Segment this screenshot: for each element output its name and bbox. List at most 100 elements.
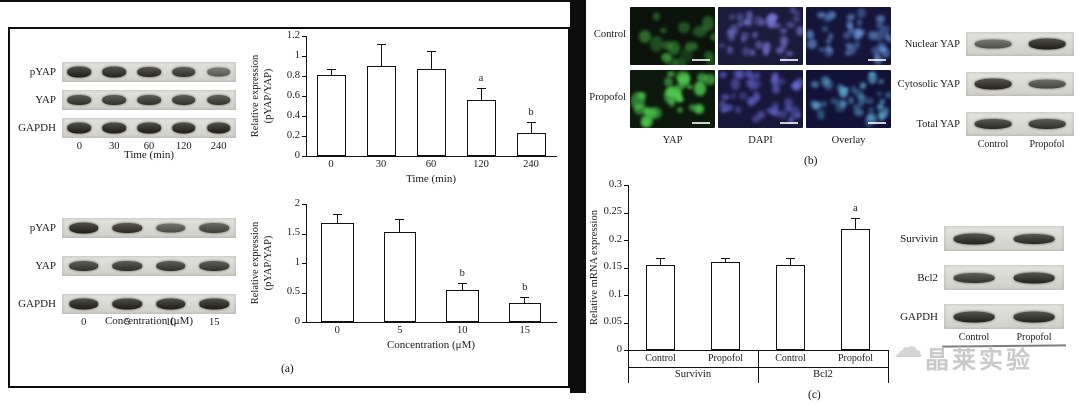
cell (827, 47, 834, 54)
cell (685, 41, 698, 51)
cell (704, 50, 714, 60)
blot-row: Cytosolic YAP (896, 72, 1074, 96)
cell (837, 84, 845, 93)
y-tick (302, 156, 306, 157)
chart-mrna-expression: 0 0.05 0.1 0.15 0.2 0.25 0.3 Control Propofol Con… (586, 173, 896, 405)
fluor-row-label: Control (593, 29, 626, 40)
blot-strip (944, 304, 1064, 329)
y-tick-label: 0.1 (608, 288, 622, 300)
x-axis (306, 322, 557, 323)
blot-row: pYAP (14, 218, 236, 238)
bar (516, 133, 546, 156)
y-axis (628, 185, 629, 350)
error-bar (380, 44, 382, 66)
y-tick (624, 350, 628, 351)
blot-x-axis-label: Concentration (μM) (104, 315, 194, 327)
cell (856, 19, 863, 27)
cell (773, 13, 779, 20)
blot-band (953, 233, 995, 244)
x-tick-label: Control (645, 353, 676, 364)
cell (752, 92, 761, 102)
cell (874, 30, 884, 41)
y-tick (624, 240, 628, 241)
cell (744, 70, 753, 78)
lane-label: Propofol (1029, 139, 1065, 150)
y-tick-label: 0 (616, 343, 622, 355)
error-bar (480, 88, 482, 100)
blot-band (1013, 272, 1055, 283)
error-cap (786, 258, 795, 260)
cell (806, 39, 817, 49)
cell (741, 31, 749, 40)
error-cap (721, 257, 730, 259)
fluor-col-label: YAP (662, 135, 683, 146)
fluor-image-overlay-control (806, 7, 891, 65)
blot-lane-row: Control Propofol (896, 136, 1074, 150)
cell (846, 19, 853, 28)
cell (742, 18, 752, 26)
blot-band (112, 223, 143, 233)
cell (847, 27, 854, 34)
cell (821, 25, 829, 32)
blot-band (974, 78, 1012, 90)
cell (737, 21, 744, 28)
cell (870, 46, 879, 55)
blot-band (974, 39, 1012, 49)
cell (665, 56, 678, 65)
cell (759, 19, 766, 27)
cell (756, 111, 766, 119)
cell (876, 102, 884, 111)
bar (776, 264, 805, 350)
significance-letter: b (528, 107, 534, 118)
cell (754, 41, 764, 49)
blot-row-label: Total YAP (916, 118, 960, 130)
error-bar (399, 218, 401, 233)
blot-band (137, 122, 161, 134)
cell (787, 117, 794, 123)
cell (666, 71, 675, 78)
cell (751, 115, 761, 124)
bar (646, 264, 675, 350)
blot-band (1028, 38, 1066, 50)
blot-row-label: GAPDH (18, 122, 56, 134)
cell (762, 48, 770, 56)
fluor-row-label: Propofol (589, 92, 626, 103)
blot-row: YAP (14, 256, 236, 276)
cell (633, 104, 647, 115)
lane-label: 240 (210, 141, 227, 152)
y-axis-label: Relative expression (pYAP/YAP) (250, 54, 274, 138)
cell (746, 96, 756, 107)
y-tick-label: 1 (294, 256, 300, 268)
blot-row: GAPDH (14, 294, 236, 314)
cell (779, 35, 789, 45)
cell (772, 71, 780, 80)
cell (745, 10, 754, 21)
blot-strip (62, 256, 236, 276)
y-tick-label: 0.25 (603, 206, 622, 217)
panel-divider-bar (570, 0, 586, 393)
cell (816, 109, 825, 120)
blot-strip (62, 218, 236, 238)
cell (859, 82, 867, 90)
error-bar (855, 218, 856, 229)
western-blot-time-course: pYAP YAP GAPDH 0 30 60 120 240 Time (min) (14, 62, 236, 163)
cell (795, 25, 803, 36)
error-bar (530, 122, 532, 133)
cell (660, 52, 672, 62)
cell (703, 73, 715, 86)
cell (696, 72, 707, 83)
cell (740, 37, 747, 42)
cell (650, 36, 664, 53)
cell (779, 110, 788, 119)
cell (845, 42, 852, 48)
cell (821, 75, 831, 87)
cell (687, 84, 694, 90)
error-bar (461, 283, 463, 290)
cell (780, 42, 788, 49)
blot-row: Nuclear YAP (896, 32, 1074, 56)
scale-bar (692, 59, 710, 61)
cell (727, 33, 735, 41)
error-cap (326, 69, 336, 70)
blot-strip (62, 62, 236, 82)
blot-band (171, 122, 196, 134)
